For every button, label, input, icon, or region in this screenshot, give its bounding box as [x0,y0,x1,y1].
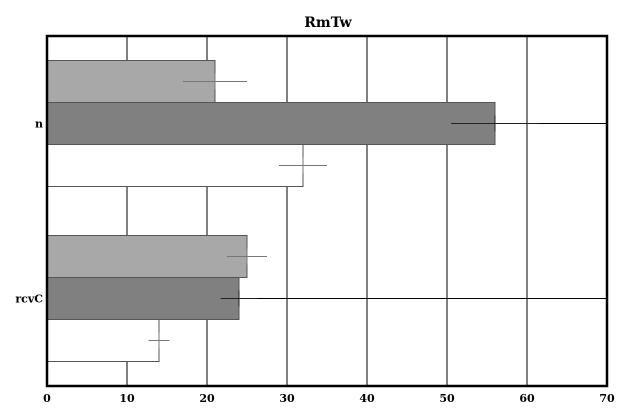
x-tick-label-4: 40 [359,392,375,405]
bar-rcvC-1 [47,278,239,320]
y-category-label-1: rcvC [15,293,43,306]
x-tick-label-2: 20 [199,392,215,405]
bar-n-2 [47,145,303,187]
bar-rcvC-2 [47,320,159,362]
x-tick-label-0: 0 [43,392,51,405]
x-tick-label-5: 50 [439,392,455,405]
bars [47,61,495,362]
y-category-label-0: n [35,118,43,131]
x-axis: 0 10 20 30 40 50 60 70 [43,392,615,405]
x-tick-label-7: 70 [599,392,615,405]
y-axis: n rcvC [15,118,43,306]
bar-rcvC-0 [47,236,247,278]
bar-n-1 [47,103,495,145]
chart-title: RmTw [304,15,352,31]
x-tick-label-3: 30 [279,392,295,405]
x-tick-label-1: 10 [119,392,135,405]
x-tick-label-6: 60 [519,392,535,405]
